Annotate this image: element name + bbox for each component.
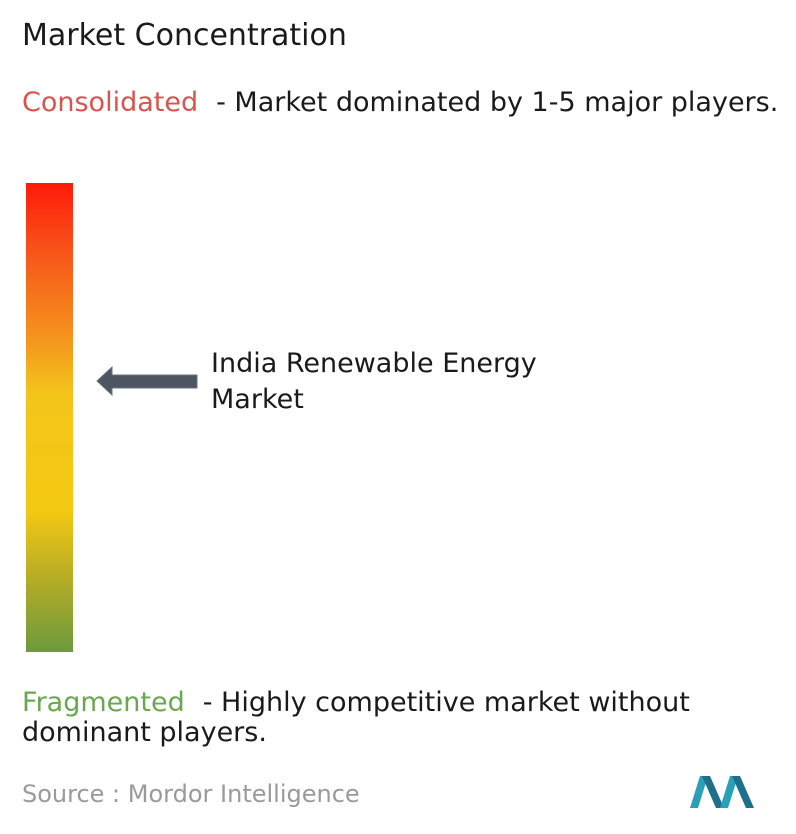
source: Source : Mordor Intelligence	[22, 780, 360, 808]
title: Market Concentration	[22, 18, 347, 53]
market-label: India Renewable Energy Market	[211, 348, 537, 415]
logo-part	[702, 776, 724, 808]
logo-part	[732, 776, 754, 808]
fragmented-row: Fragmented - Highly competitive market wi…	[22, 688, 782, 748]
arrow	[96, 365, 198, 397]
logo	[690, 776, 754, 808]
consolidated-label: Consolidated	[22, 87, 199, 118]
logo-part	[690, 776, 708, 808]
fragmented-description: - Highly competitive market without domi…	[22, 687, 690, 748]
fragmented-label: Fragmented	[22, 687, 185, 718]
concentration-gradient	[26, 183, 73, 652]
consolidated-row: Consolidated - Market dominated by 1-5 ma…	[22, 88, 782, 118]
logo-part	[720, 776, 738, 808]
consolidated-description: - Market dominated by 1-5 major players.	[216, 87, 779, 118]
arrow-shape	[96, 365, 198, 397]
